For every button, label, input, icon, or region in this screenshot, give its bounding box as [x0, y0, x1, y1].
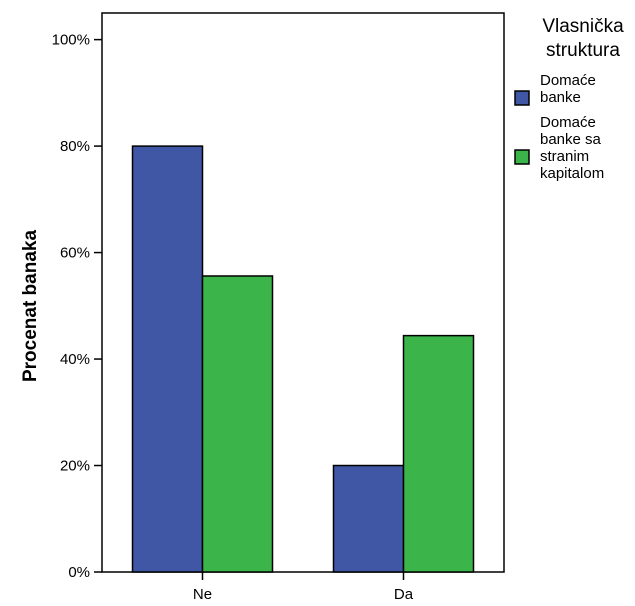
y-tick-label: 80%: [60, 138, 90, 155]
x-axis: Ne Da: [193, 572, 414, 603]
x-tick-label: Ne: [193, 586, 212, 603]
legend-title: struktura: [546, 40, 620, 61]
legend-swatch: [514, 149, 530, 165]
legend-label: kapitalom: [540, 165, 604, 182]
y-tick-label: 60%: [60, 245, 90, 262]
legend: VlasničkastrukturaDomaćebankeDomaćebanke…: [514, 16, 624, 182]
bar-ne-series-2: [201, 275, 274, 573]
legend-label: banke sa: [540, 131, 602, 148]
legend-label: stranim: [540, 148, 589, 165]
y-tick-label: 0%: [68, 564, 90, 581]
x-tick-label: Da: [394, 586, 414, 603]
bar-da-series-1: [332, 464, 405, 573]
legend-label: banke: [540, 89, 581, 106]
y-tick-label: 20%: [60, 458, 90, 475]
legend-swatch: [514, 90, 530, 106]
bar-ne-series-1: [131, 145, 204, 573]
legend-label: Domaće: [540, 114, 596, 131]
y-tick-label: 100%: [52, 32, 90, 49]
plot-frame: [101, 12, 505, 573]
y-tick-label: 40%: [60, 351, 90, 368]
plot-area: [101, 12, 505, 573]
legend-label: Domaće: [540, 72, 596, 89]
legend-title: Vlasnička: [542, 16, 624, 37]
bar-da-series-2: [402, 334, 475, 573]
y-axis: 0% 20% 40% 60% 80% 100%: [52, 32, 102, 581]
y-axis-title: Procenat banaka: [20, 230, 41, 382]
